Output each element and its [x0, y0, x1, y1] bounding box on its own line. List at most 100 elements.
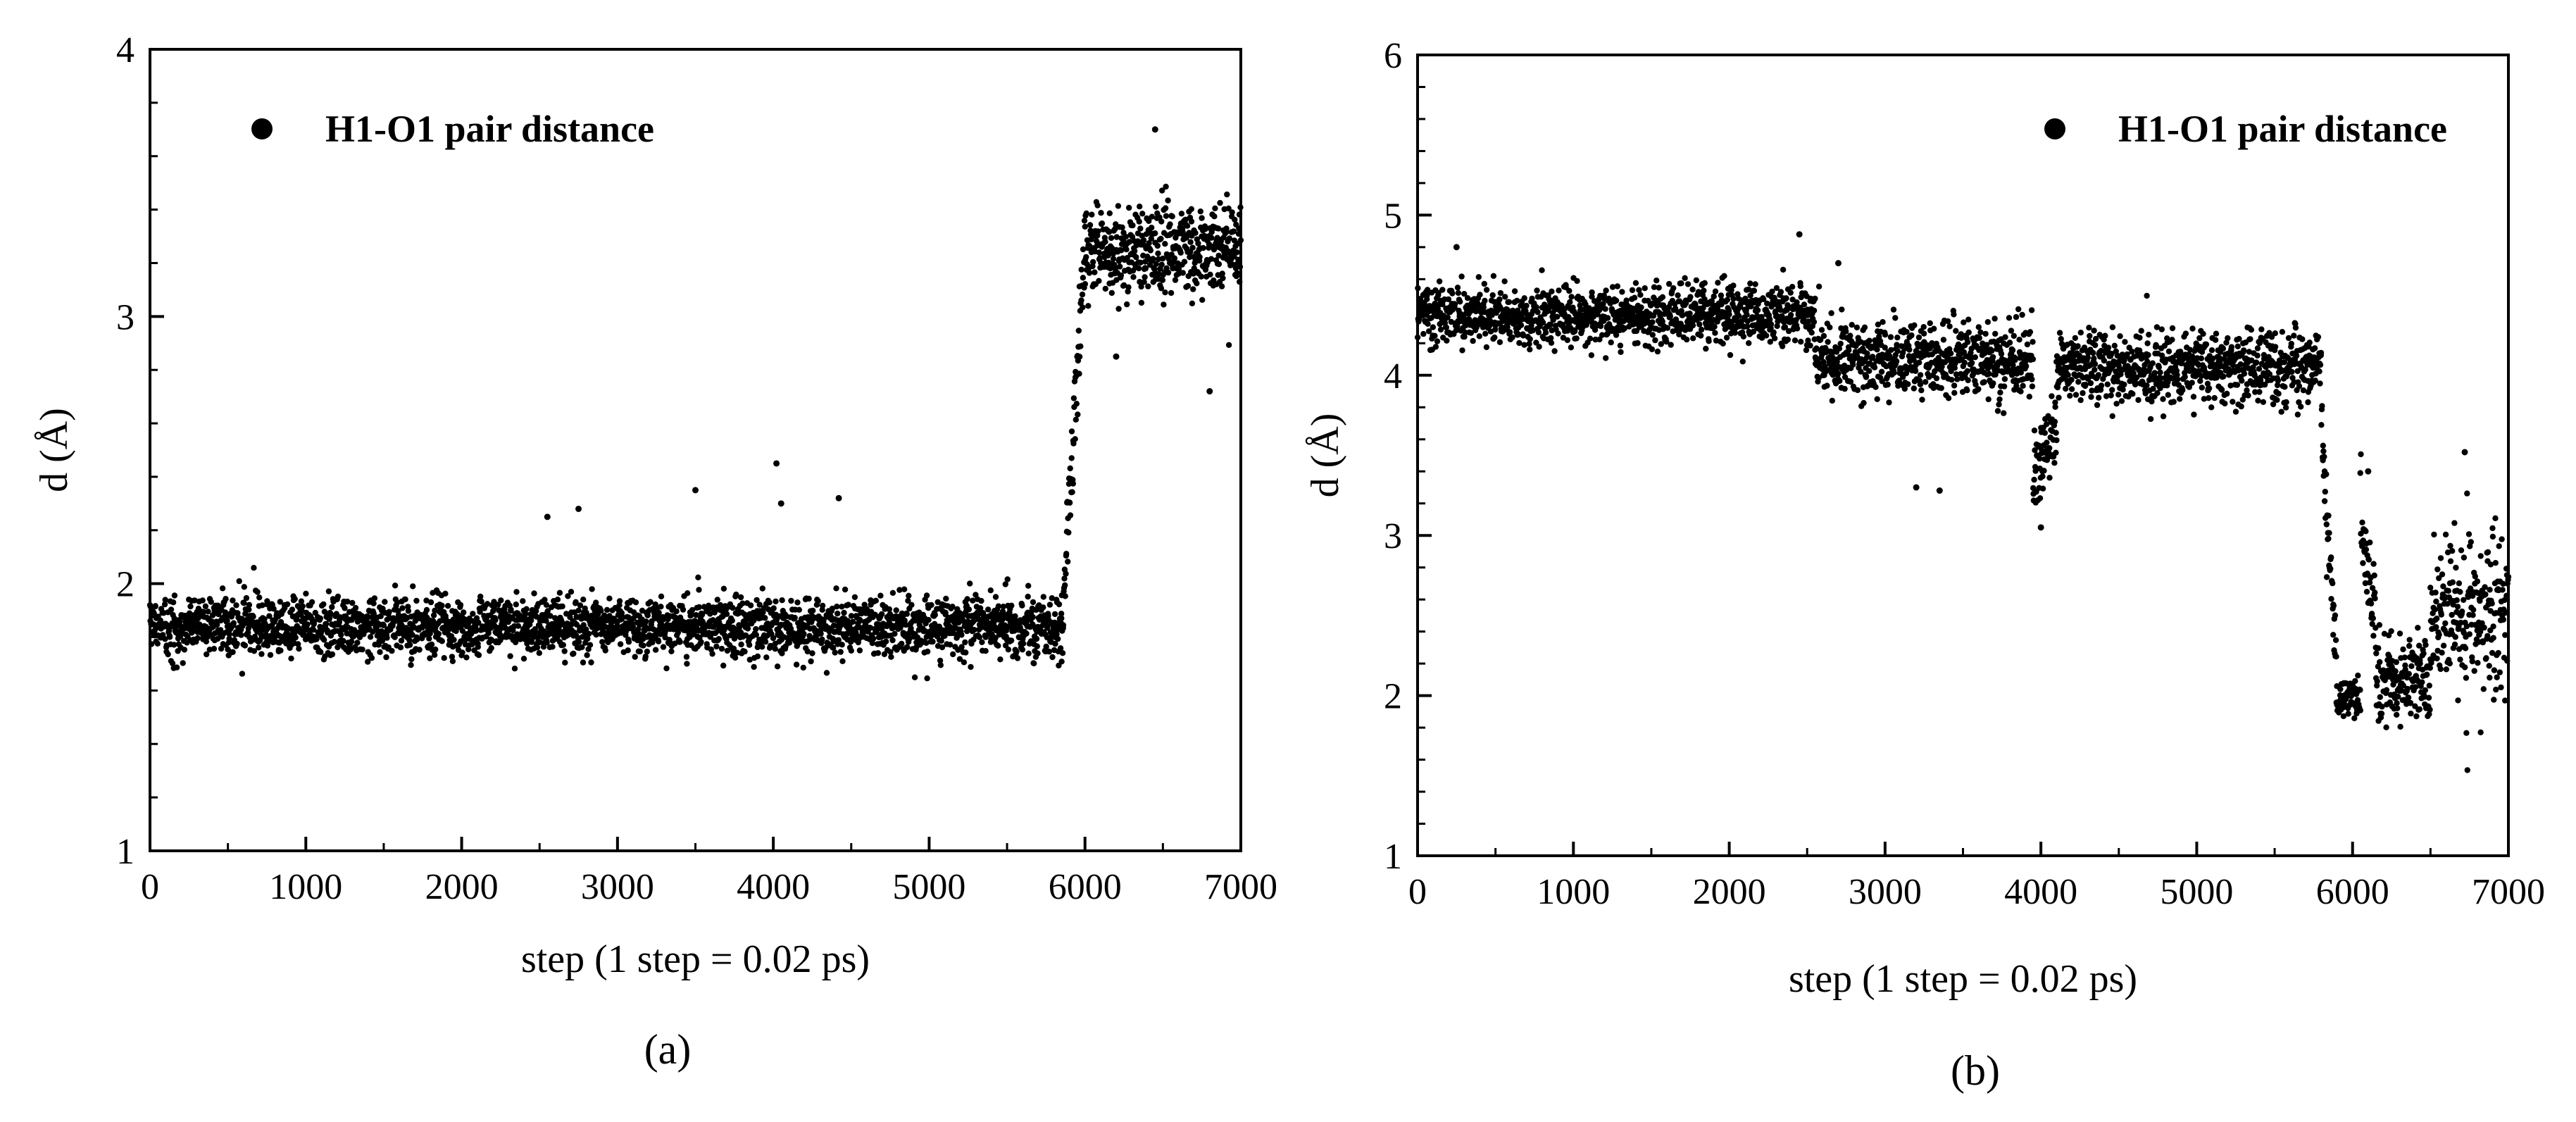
data-point	[982, 648, 989, 654]
data-point	[593, 631, 599, 638]
data-point	[1008, 637, 1015, 644]
data-point	[892, 630, 898, 637]
data-point	[1880, 319, 1886, 325]
data-point	[738, 641, 744, 648]
data-point	[759, 585, 766, 592]
data-point	[1169, 213, 1175, 220]
data-point	[1554, 313, 1561, 320]
data-point	[637, 648, 643, 655]
data-point	[1861, 399, 1867, 406]
data-point	[1701, 287, 1707, 294]
data-point	[1951, 311, 1957, 318]
data-point	[1158, 261, 1165, 268]
data-point	[1763, 332, 1770, 339]
data-point	[1197, 208, 1204, 215]
data-point	[432, 646, 439, 653]
data-point	[256, 644, 262, 651]
data-point	[1430, 324, 1437, 330]
data-point	[904, 611, 911, 617]
data-point	[1208, 235, 1215, 241]
data-point	[1161, 301, 1167, 308]
data-point	[899, 640, 905, 647]
data-point	[1063, 551, 1070, 557]
data-point	[1754, 307, 1761, 313]
data-point	[1744, 323, 1751, 330]
data-point	[365, 659, 371, 665]
data-point	[715, 636, 722, 642]
data-point	[331, 639, 338, 645]
y-tick-label: 1	[116, 832, 135, 872]
x-tick-label: 6000	[1049, 867, 1122, 907]
data-point	[397, 644, 404, 651]
data-point	[1069, 489, 1075, 495]
data-point	[266, 613, 273, 619]
data-point	[770, 635, 777, 642]
data-point	[409, 632, 415, 638]
data-point	[684, 661, 690, 667]
x-tick-label: 1000	[269, 867, 342, 907]
data-point	[924, 675, 930, 682]
data-point	[1787, 289, 1794, 296]
data-point	[841, 609, 847, 616]
data-point	[1847, 332, 1853, 339]
data-point	[1652, 337, 1658, 344]
data-point	[815, 598, 821, 604]
data-point	[1945, 395, 1952, 401]
data-point	[1792, 337, 1799, 344]
data-point	[979, 639, 985, 645]
data-point	[523, 611, 529, 617]
data-point	[325, 588, 332, 594]
data-point	[1439, 287, 1446, 293]
data-point	[1130, 274, 1137, 280]
data-point	[513, 601, 519, 608]
data-point	[1874, 396, 1880, 402]
data-point	[1162, 289, 1168, 296]
data-point	[349, 599, 356, 606]
data-point	[224, 618, 230, 624]
data-point	[1984, 319, 1991, 325]
data-point	[1539, 267, 1545, 273]
x-tick-label: 7000	[1204, 867, 1277, 907]
data-point	[1229, 209, 1235, 216]
data-point	[1727, 351, 1734, 359]
data-point	[463, 636, 469, 642]
data-point	[1025, 650, 1032, 656]
data-point	[544, 640, 550, 646]
data-point	[1110, 256, 1117, 262]
data-point	[1994, 408, 2001, 414]
data-point	[1020, 640, 1027, 647]
data-point	[1638, 304, 1644, 311]
data-point	[1568, 294, 1575, 300]
data-point	[730, 645, 737, 652]
data-point	[1046, 649, 1053, 655]
data-point	[211, 645, 218, 652]
data-point	[965, 606, 973, 613]
data-point	[233, 602, 239, 609]
data-point	[720, 585, 727, 592]
data-point	[1997, 389, 2003, 396]
data-point	[584, 652, 590, 659]
data-point	[327, 611, 334, 617]
data-point	[723, 611, 730, 617]
data-point	[311, 618, 318, 625]
data-point	[168, 606, 175, 613]
data-point	[1589, 289, 1595, 296]
data-point	[1150, 256, 1156, 262]
data-point	[1518, 322, 1525, 328]
x-axis-ticks-a: 0 1000 2000 3000 4000 5000 6000 7000	[141, 837, 1277, 907]
data-point	[544, 608, 551, 614]
data-point	[711, 609, 718, 616]
data-point	[1882, 332, 1889, 338]
data-point	[1194, 280, 1200, 287]
data-point	[1031, 660, 1037, 667]
data-point	[238, 632, 244, 638]
data-point	[562, 659, 568, 666]
data-point	[754, 653, 761, 660]
data-point	[889, 590, 896, 596]
data-point	[543, 601, 550, 608]
data-point	[747, 602, 754, 609]
data-point	[616, 598, 623, 604]
data-point	[162, 597, 168, 603]
